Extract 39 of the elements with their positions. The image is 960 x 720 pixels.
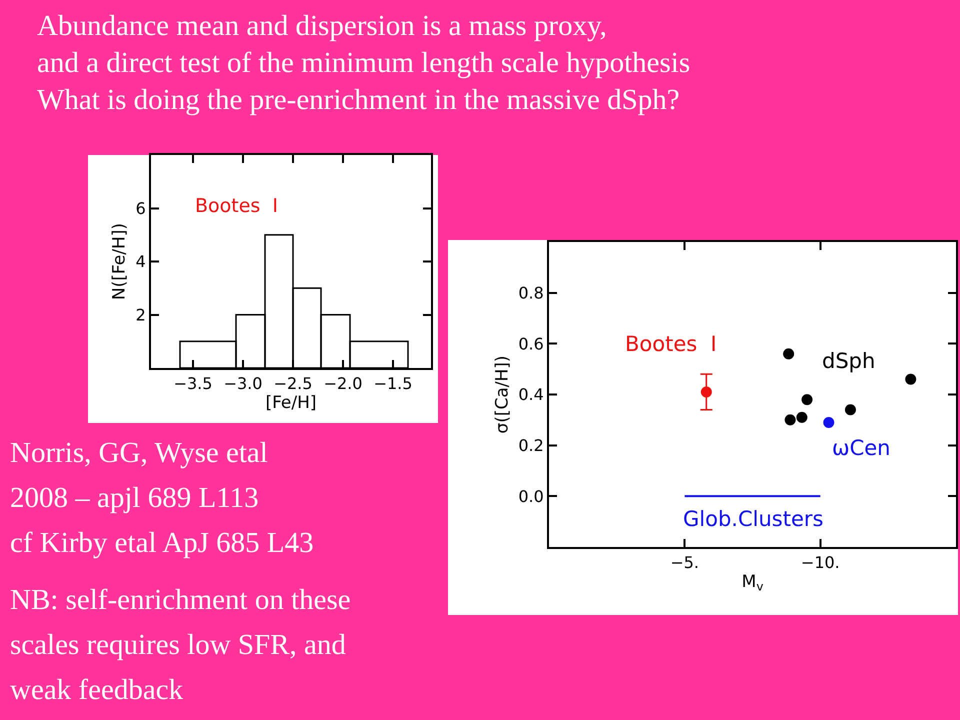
point [783,348,794,360]
point [802,394,813,406]
y-tick-label: 0.0 [518,486,544,506]
x-tick-label: −1.5 [374,374,412,394]
text: cf Kirby etal ApJ 685 L43 [10,527,314,559]
y-tick-label: 0.4 [518,385,544,404]
text: Norris, GG, Wyse etal [10,437,268,469]
x-tick-label: −10. [800,553,840,572]
text: scales requires low SFR, and [10,629,346,661]
series-label: Bootes I [625,332,717,356]
annotation: Bootes I [195,195,278,217]
point [823,416,834,428]
y-axis-title: N([Fe/H]) [110,222,130,300]
y-tick-label: 0.6 [518,334,544,354]
y-tick-label: 4 [136,252,146,272]
y-tick-label: 0.8 [518,283,544,302]
x-axis-title: [Fe/H] [265,393,317,414]
series-label: dSph [822,349,876,373]
x-axis-title: M$_{v}$ [742,572,764,594]
series-label: ωCen [832,436,890,460]
text: 2008 – apjl 689 L113 [10,482,259,514]
y-axis-title: σ([Ca/H]) [492,355,512,434]
y-tick-label: 2 [136,305,146,324]
x-tick-label: −5. [670,553,700,572]
x-tick-label: −3.0 [224,374,262,394]
x-tick-label: −3.5 [174,374,212,394]
point [784,414,796,426]
point [844,404,856,416]
y-tick-label: 6 [136,198,146,218]
x-tick-label: −2.0 [324,374,362,394]
chart-title: Abundance mean and dispersion is a mass proxy, and a direct test of the minimum length scale hypothesis What is doing the pre-enrichment in the massive dSph? [37,10,690,116]
text: NB: self-enrichment on these [10,584,351,616]
x-tick-label: −2.5 [274,374,312,394]
point [700,386,712,398]
point [905,374,916,385]
y-tick-label: 0.2 [518,436,544,455]
text: weak feedback [10,674,184,706]
series-label: Glob.Clusters [683,507,824,531]
point [796,412,808,423]
